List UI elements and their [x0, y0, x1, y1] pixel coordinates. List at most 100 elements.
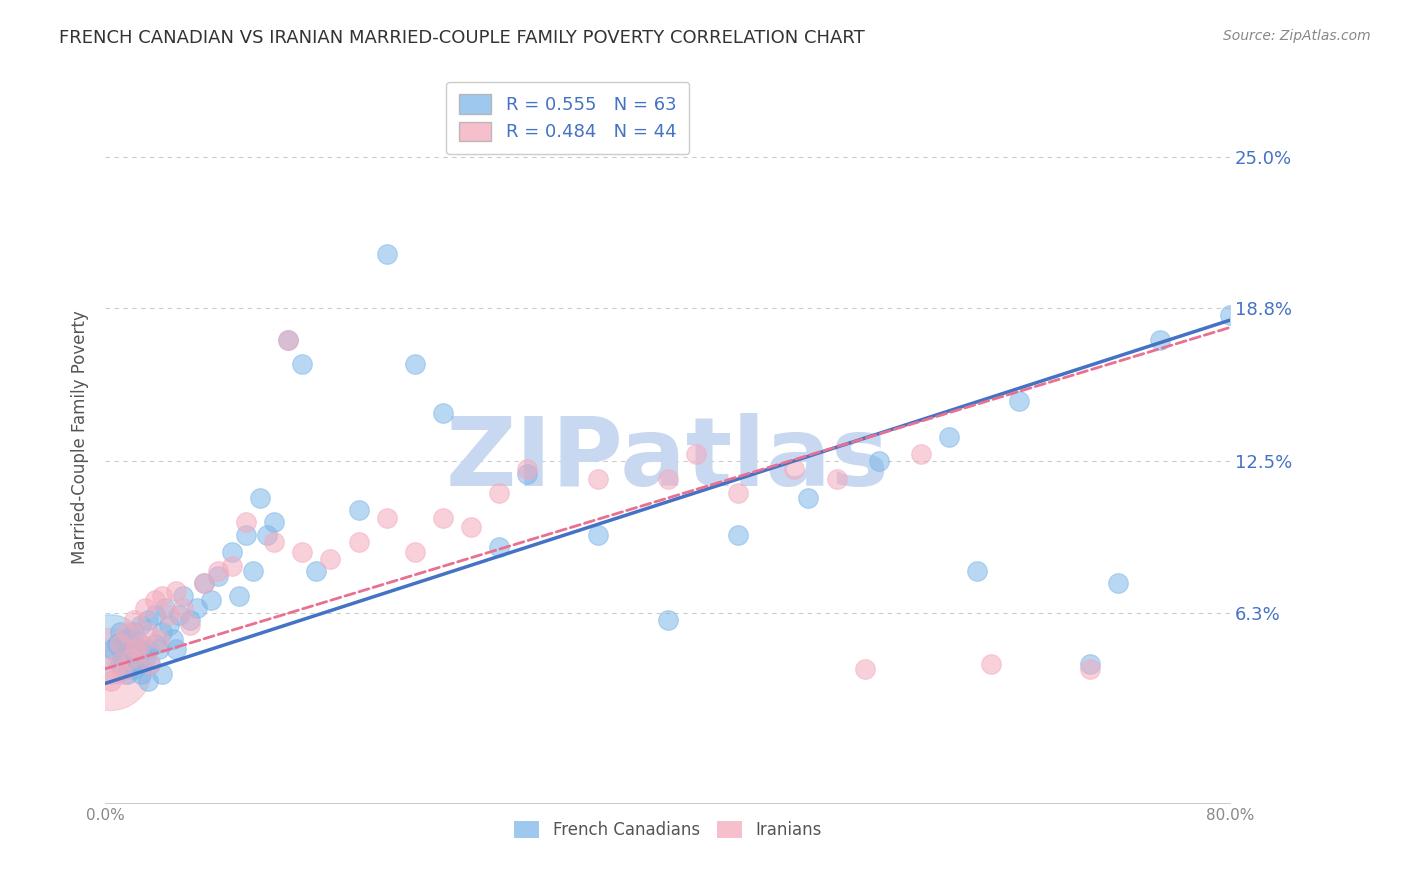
- Point: [207, 564, 229, 578]
- Point: [108, 657, 131, 671]
- Point: [129, 666, 152, 681]
- Point: [347, 535, 370, 549]
- Point: [235, 516, 257, 530]
- Point: [134, 652, 156, 666]
- Point: [143, 637, 166, 651]
- Point: [727, 486, 749, 500]
- Point: [122, 662, 145, 676]
- Y-axis label: Married-Couple Family Poverty: Married-Couple Family Poverty: [70, 310, 89, 564]
- Point: [966, 564, 988, 578]
- Point: [347, 503, 370, 517]
- Point: [193, 576, 215, 591]
- Point: [165, 583, 187, 598]
- Point: [291, 357, 314, 371]
- Point: [221, 559, 243, 574]
- Point: [375, 510, 398, 524]
- Point: [150, 625, 173, 640]
- Point: [115, 625, 138, 640]
- Point: [228, 589, 250, 603]
- Point: [143, 593, 166, 607]
- Point: [179, 613, 201, 627]
- Point: [242, 564, 264, 578]
- Point: [910, 447, 932, 461]
- Point: [1107, 576, 1129, 591]
- Point: [797, 491, 820, 505]
- Point: [1008, 393, 1031, 408]
- Point: [129, 637, 152, 651]
- Point: [136, 625, 159, 640]
- Point: [291, 544, 314, 558]
- Point: [488, 540, 510, 554]
- Point: [235, 527, 257, 541]
- Point: [150, 589, 173, 603]
- Point: [101, 642, 124, 657]
- Point: [460, 520, 482, 534]
- Point: [221, 544, 243, 558]
- Point: [105, 657, 128, 671]
- Point: [783, 462, 806, 476]
- Point: [256, 527, 278, 541]
- Point: [143, 608, 166, 623]
- Point: [122, 625, 145, 640]
- Point: [179, 617, 201, 632]
- Point: [136, 613, 159, 627]
- Point: [277, 333, 299, 347]
- Text: FRENCH CANADIAN VS IRANIAN MARRIED-COUPLE FAMILY POVERTY CORRELATION CHART: FRENCH CANADIAN VS IRANIAN MARRIED-COUPL…: [59, 29, 865, 47]
- Point: [122, 613, 145, 627]
- Point: [172, 600, 194, 615]
- Point: [120, 652, 142, 666]
- Point: [100, 673, 122, 688]
- Point: [148, 632, 170, 647]
- Point: [157, 617, 180, 632]
- Legend: French Canadians, Iranians: French Canadians, Iranians: [508, 814, 828, 846]
- Point: [136, 642, 159, 657]
- Point: [120, 647, 142, 661]
- Point: [516, 467, 538, 481]
- Point: [115, 666, 138, 681]
- Point: [98, 642, 121, 657]
- Point: [586, 471, 609, 485]
- Point: [1149, 333, 1171, 347]
- Point: [162, 632, 184, 647]
- Point: [111, 666, 134, 681]
- Point: [1078, 662, 1101, 676]
- Point: [404, 357, 426, 371]
- Point: [1219, 308, 1241, 322]
- Point: [108, 625, 131, 640]
- Point: [263, 516, 285, 530]
- Point: [111, 649, 134, 664]
- Point: [249, 491, 271, 505]
- Point: [1078, 657, 1101, 671]
- Point: [115, 632, 138, 647]
- Point: [657, 613, 679, 627]
- Point: [139, 657, 162, 671]
- Point: [186, 600, 208, 615]
- Point: [853, 662, 876, 676]
- Point: [657, 471, 679, 485]
- Point: [488, 486, 510, 500]
- Point: [207, 569, 229, 583]
- Point: [938, 430, 960, 444]
- Point: [375, 247, 398, 261]
- Point: [108, 637, 131, 651]
- Point: [139, 657, 162, 671]
- Point: [516, 462, 538, 476]
- Point: [134, 600, 156, 615]
- Point: [165, 642, 187, 657]
- Point: [153, 600, 176, 615]
- Point: [586, 527, 609, 541]
- Point: [125, 642, 148, 657]
- Point: [136, 673, 159, 688]
- Point: [277, 333, 299, 347]
- Point: [305, 564, 328, 578]
- Point: [727, 527, 749, 541]
- Point: [150, 666, 173, 681]
- Text: ZIPatlas: ZIPatlas: [446, 412, 890, 506]
- Point: [980, 657, 1002, 671]
- Point: [172, 589, 194, 603]
- Point: [105, 637, 128, 651]
- Point: [685, 447, 707, 461]
- Point: [125, 642, 148, 657]
- Point: [193, 576, 215, 591]
- Point: [319, 552, 342, 566]
